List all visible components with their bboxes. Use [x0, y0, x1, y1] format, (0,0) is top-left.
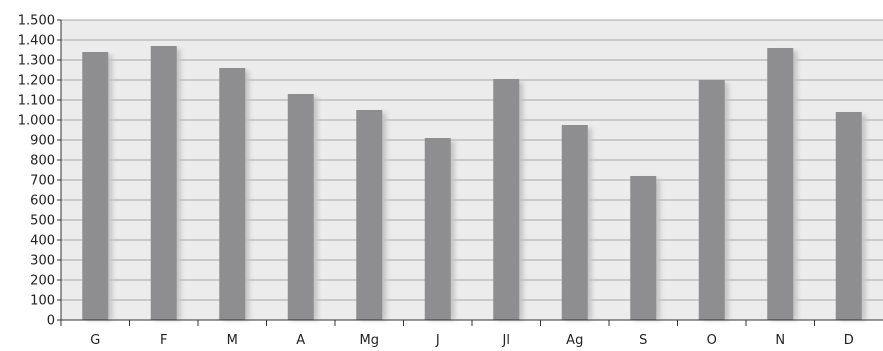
- bar-S: [630, 176, 657, 320]
- bar-A: [287, 94, 314, 320]
- bar-N: [767, 48, 794, 320]
- x-category-label: G: [90, 333, 100, 348]
- bar-G: [82, 52, 109, 320]
- y-tick-label: 1.000: [18, 114, 55, 129]
- bars: [82, 46, 866, 320]
- y-tick-label: 1.400: [18, 34, 55, 49]
- x-category-label: O: [707, 333, 717, 348]
- y-axis-tick-labels: 0 100 200 300 400 500 600 700 800 900 1.000 1.100 1.…: [18, 14, 55, 329]
- x-category-label: Mg: [360, 333, 379, 348]
- x-category-label: S: [639, 333, 647, 348]
- y-tick-label: 1.300: [18, 54, 55, 69]
- bar-Ag: [561, 125, 588, 320]
- x-category-label: M: [227, 333, 238, 348]
- bar-D: [835, 112, 862, 320]
- y-tick-label: 1.200: [18, 74, 55, 89]
- gridlines: [61, 19, 883, 301]
- x-category-label: D: [844, 333, 854, 348]
- y-tick-label: 900: [30, 134, 55, 149]
- y-tick-label: 400: [30, 234, 55, 249]
- y-tick-label: 1.500: [18, 14, 55, 29]
- bar-O: [698, 80, 725, 320]
- axes: [57, 19, 883, 326]
- x-category-label: Ag: [566, 333, 583, 348]
- y-tick-label: 800: [30, 154, 55, 169]
- bar-J: [424, 138, 451, 320]
- bar-Jl: [493, 79, 520, 320]
- x-category-label: Jl: [502, 333, 510, 348]
- plot-area: [61, 20, 883, 320]
- bar-Mg: [356, 110, 383, 320]
- y-tick-label: 500: [30, 214, 55, 229]
- bar-M: [219, 68, 246, 320]
- y-tick-label: 700: [30, 174, 55, 189]
- x-category-label: N: [775, 333, 785, 348]
- x-category-label: F: [160, 333, 167, 348]
- x-axis-category-labels: G F M A Mg J Jl Ag S O N D: [90, 333, 854, 348]
- y-tick-label: 300: [30, 254, 55, 269]
- y-tick-label: 200: [30, 274, 55, 289]
- x-category-label: A: [296, 333, 305, 348]
- y-tick-label: 600: [30, 194, 55, 209]
- y-tick-label: 1.100: [18, 94, 55, 109]
- x-category-label: J: [435, 333, 440, 348]
- bar-F: [150, 46, 177, 320]
- y-tick-label: 100: [30, 294, 55, 309]
- y-tick-label: 0: [47, 314, 55, 329]
